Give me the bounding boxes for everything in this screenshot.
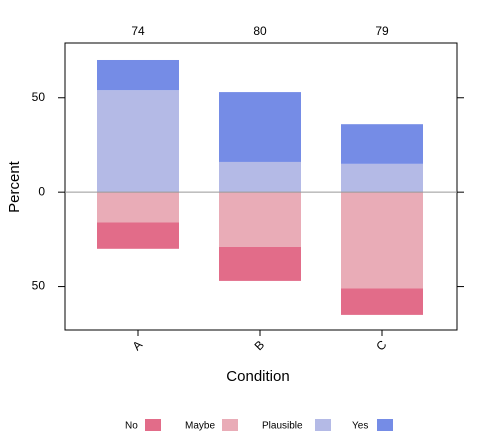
x-tick-label: C <box>373 337 389 353</box>
bar-segment <box>97 59 179 91</box>
legend-label: Yes <box>352 421 368 432</box>
x-tick-label: B <box>252 338 268 354</box>
top-label: 80 <box>253 24 267 38</box>
bar-segment <box>341 192 423 289</box>
bar-segment <box>219 161 301 193</box>
bar-segment <box>341 288 423 315</box>
legend-label: Maybe <box>185 421 215 432</box>
y-tick-label: 0 <box>38 184 45 198</box>
top-label: 79 <box>375 24 389 38</box>
y-tick-label: 50 <box>32 279 46 293</box>
bar-segment <box>219 192 301 247</box>
legend-swatch <box>377 419 393 431</box>
legend-swatch <box>315 419 331 431</box>
bar-segment <box>97 192 179 223</box>
legend-swatch <box>222 419 238 431</box>
bar-segment <box>97 222 179 249</box>
bar-segment <box>219 246 301 281</box>
top-label: 74 <box>131 24 145 38</box>
x-tick-label: A <box>130 338 146 354</box>
x-axis-label: Condition <box>226 368 289 385</box>
bar-segment <box>341 163 423 193</box>
bar-segment <box>341 124 423 164</box>
legend-label: Plausible <box>262 421 303 432</box>
y-axis-label: Percent <box>6 160 23 213</box>
bar-segment <box>97 90 179 193</box>
bar-segment <box>219 92 301 162</box>
plot-frame <box>64 42 458 331</box>
legend-swatch <box>145 419 161 431</box>
legend-label: No <box>125 421 138 432</box>
y-tick-label: 50 <box>32 90 46 104</box>
